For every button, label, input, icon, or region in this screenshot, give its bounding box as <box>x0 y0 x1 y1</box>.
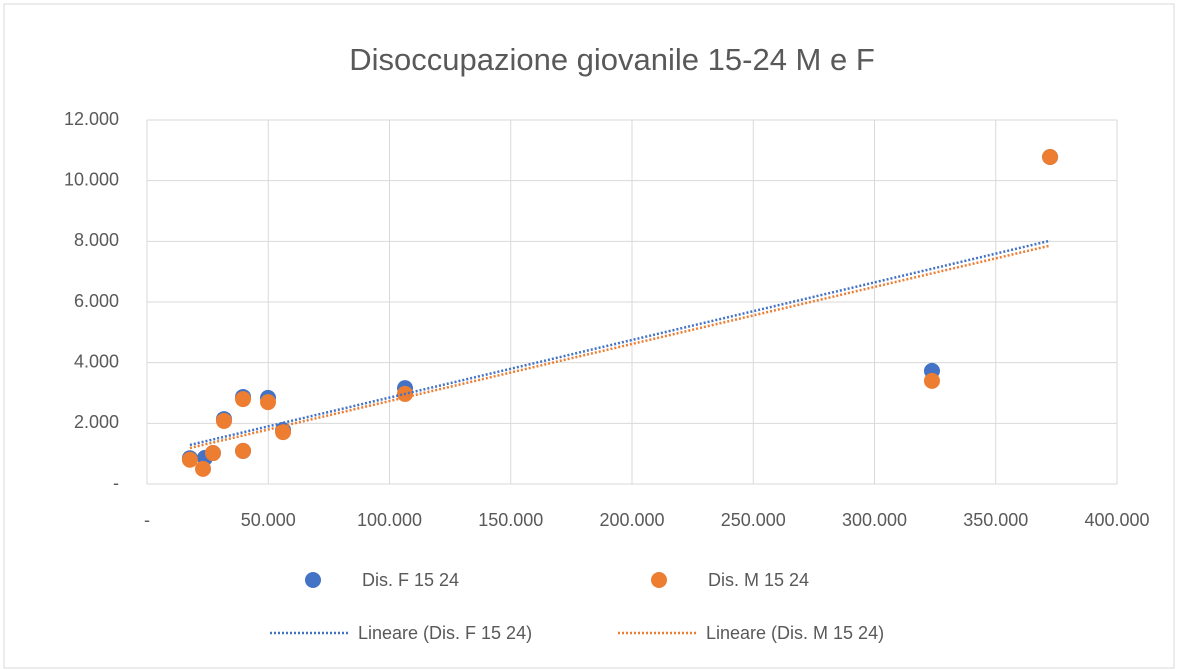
point <box>195 460 212 477</box>
point <box>215 412 232 429</box>
legend-label: Dis. M 15 24 <box>708 570 809 590</box>
trendline <box>189 239 1051 447</box>
point <box>181 451 198 468</box>
point <box>923 372 940 389</box>
point <box>275 424 292 441</box>
point <box>260 394 277 411</box>
y-tick-label: 2.000 <box>74 412 119 432</box>
chart-title: Disoccupazione giovanile 15-24 M e F <box>349 42 875 77</box>
y-tick-label: 10.000 <box>64 169 119 189</box>
x-tick-label: - <box>144 510 150 530</box>
y-tick-label: 8.000 <box>74 230 119 250</box>
legend-label: Lineare (Dis. F 15 24) <box>358 623 532 643</box>
point <box>235 442 252 459</box>
chart-frame <box>3 3 1175 669</box>
x-tick-label: 200.000 <box>599 510 664 530</box>
point <box>1042 149 1059 166</box>
x-tick-label: 100.000 <box>357 510 422 530</box>
legend-label: Lineare (Dis. M 15 24) <box>706 623 884 643</box>
legend-marker <box>305 572 321 588</box>
x-tick-label: 150.000 <box>478 510 543 530</box>
x-tick-label: 250.000 <box>721 510 786 530</box>
y-tick-label: 6.000 <box>74 291 119 311</box>
y-tick-label: 12.000 <box>64 109 119 129</box>
point <box>204 445 221 462</box>
x-tick-label: 400.000 <box>1084 510 1149 530</box>
point <box>235 391 252 408</box>
x-tick-label: 300.000 <box>842 510 907 530</box>
x-tick-label: 50.000 <box>241 510 296 530</box>
legend-label: Dis. F 15 24 <box>362 570 459 590</box>
y-tick-label: 4.000 <box>74 351 119 371</box>
x-tick-label: 350.000 <box>963 510 1028 530</box>
legend-marker <box>651 572 667 588</box>
y-tick-label: - <box>113 473 119 493</box>
trendline <box>189 244 1051 450</box>
